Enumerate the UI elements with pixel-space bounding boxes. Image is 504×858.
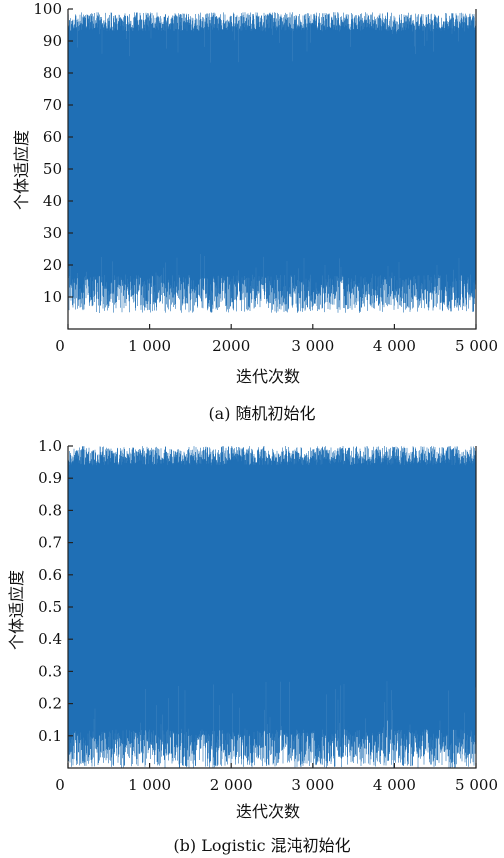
x-tick-label: 3 000 — [291, 337, 334, 355]
chart-a-x-ticks: 0 1 000 2000 3 000 4 000 5 000 — [55, 324, 498, 355]
x-tick-label: 2 000 — [210, 776, 253, 794]
y-tick-label: 40 — [43, 192, 62, 210]
y-tick-label: 50 — [43, 160, 62, 178]
y-tick-label: 1.0 — [38, 437, 62, 455]
x-tick-label: 0 — [55, 337, 65, 355]
chart-a-y-ticks: 10 20 30 40 50 60 70 80 90 100 — [33, 0, 73, 306]
y-tick-label: 0.6 — [38, 566, 62, 584]
y-tick-label: 0.7 — [38, 534, 62, 552]
chart-b-xlabel: 迭代次数 — [236, 802, 300, 821]
y-tick-label: 0.1 — [38, 727, 62, 745]
y-tick-label: 0.9 — [38, 469, 62, 487]
y-tick-label: 30 — [43, 224, 62, 242]
chart-b-ylabel: 个体适应度 — [7, 570, 26, 650]
chart-b-y-ticks: 0.1 0.2 0.3 0.4 0.5 0.6 0.7 0.8 0.9 1.0 — [38, 437, 73, 745]
x-tick-label: 4 000 — [373, 776, 416, 794]
x-tick-label: 5 000 — [455, 337, 498, 355]
chart-a-ylabel: 个体适应度 — [12, 130, 31, 210]
chart-a-random-init: 10 20 30 40 50 60 70 80 90 100 0 1 000 2000 3 000 4 0… — [12, 0, 498, 423]
x-tick-label: 1 000 — [128, 337, 171, 355]
series-line — [67, 446, 477, 768]
y-tick-label: 80 — [43, 64, 62, 82]
series-line — [67, 12, 477, 313]
x-tick-label: 1 000 — [128, 776, 171, 794]
y-tick-label: 0.4 — [38, 630, 62, 648]
chart-a-series — [67, 12, 477, 313]
y-tick-label: 0.8 — [38, 501, 62, 519]
y-tick-label: 20 — [43, 256, 62, 274]
y-tick-label: 0.5 — [38, 598, 62, 616]
y-tick-label: 60 — [43, 128, 62, 146]
chart-a-caption: (a) 随机初始化 — [208, 404, 315, 423]
chart-b-logistic-init: 0.1 0.2 0.3 0.4 0.5 0.6 0.7 0.8 0.9 1.0 0 1 000 2 0… — [7, 437, 498, 855]
chart-b-caption: (b) Logistic 混沌初始化 — [173, 836, 350, 855]
x-tick-label: 3 000 — [291, 776, 334, 794]
chart-b-x-ticks: 0 1 000 2 000 3 000 4 000 5 000 — [55, 763, 498, 794]
y-tick-label: 0.2 — [38, 695, 62, 713]
x-tick-label: 2000 — [212, 337, 250, 355]
y-tick-label: 100 — [33, 0, 62, 18]
x-tick-label: 0 — [55, 776, 65, 794]
x-tick-label: 4 000 — [373, 337, 416, 355]
x-tick-label: 5 000 — [455, 776, 498, 794]
chart-a-xlabel: 迭代次数 — [236, 367, 300, 386]
y-tick-label: 90 — [43, 32, 62, 50]
y-tick-label: 10 — [43, 288, 62, 306]
y-tick-label: 0.3 — [38, 662, 62, 680]
chart-b-series — [67, 446, 477, 768]
y-tick-label: 70 — [43, 96, 62, 114]
